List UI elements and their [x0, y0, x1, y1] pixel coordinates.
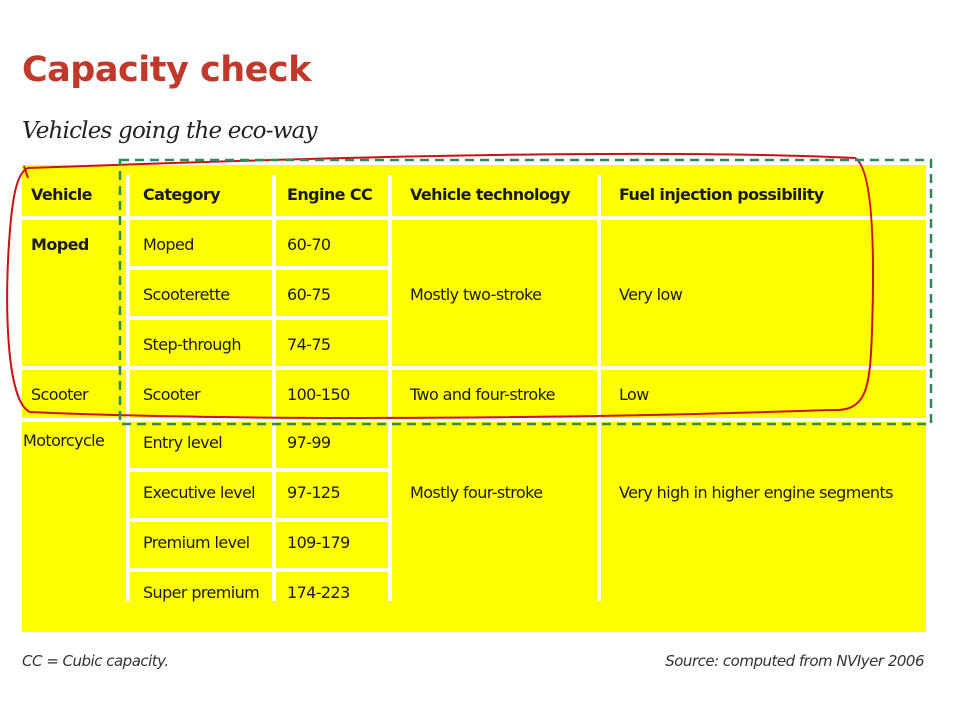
fuel-injection-cell: Very high in higher engine segments	[619, 483, 893, 502]
category-cell: Super premium	[143, 583, 260, 602]
row-separator	[130, 468, 388, 472]
vehicle-scooter: Scooter	[31, 385, 89, 404]
vehicle-motorcycle: Motorcycle	[23, 431, 105, 450]
engine-cc-cell: 174-223	[287, 583, 350, 602]
engine-cc-cell: 97-99	[287, 433, 331, 452]
fuel-injection-cell: Very low	[619, 285, 683, 304]
category-cell: Executive level	[143, 483, 256, 502]
category-cell: Step-through	[143, 335, 241, 354]
capacity-table: Vehicle Category Engine CC Vehicle techn…	[22, 165, 926, 632]
row-separator	[22, 216, 926, 220]
technology-cell: Two and four-stroke	[410, 385, 556, 404]
category-cell: Entry level	[143, 433, 223, 452]
category-cell: Moped	[143, 235, 194, 254]
footnote: CC = Cubic capacity.	[22, 652, 169, 670]
header-fuel-injection: Fuel injection possibility	[619, 185, 824, 204]
engine-cc-cell: 97-125	[287, 483, 341, 502]
header-engine-cc: Engine CC	[287, 185, 373, 204]
column-separator	[597, 175, 601, 601]
row-separator	[22, 366, 926, 370]
row-separator	[130, 518, 388, 522]
subtitle: Vehicles going the eco-way	[22, 118, 318, 144]
engine-cc-cell: 60-70	[287, 235, 331, 254]
row-separator	[130, 316, 388, 320]
category-cell: Scooterette	[143, 285, 230, 304]
header-category: Category	[143, 185, 221, 204]
category-cell: Scooter	[143, 385, 201, 404]
engine-cc-cell: 100-150	[287, 385, 350, 404]
page-title: Capacity check	[22, 50, 311, 90]
engine-cc-cell: 109-179	[287, 533, 350, 552]
column-separator	[272, 175, 276, 601]
row-separator	[130, 568, 388, 572]
technology-cell: Mostly two-stroke	[410, 285, 542, 304]
row-separator	[22, 418, 926, 422]
row-separator	[130, 266, 388, 270]
header-vehicle: Vehicle	[31, 185, 92, 204]
vehicle-moped: Moped	[31, 235, 89, 254]
source-note: Source: computed from NVIyer 2006	[665, 652, 924, 670]
column-separator	[126, 175, 130, 601]
column-separator	[388, 175, 392, 601]
fuel-injection-cell: Low	[619, 385, 649, 404]
engine-cc-cell: 74-75	[287, 335, 331, 354]
category-cell: Premium level	[143, 533, 250, 552]
engine-cc-cell: 60-75	[287, 285, 331, 304]
header-vehicle-technology: Vehicle technology	[410, 185, 571, 204]
technology-cell: Mostly four-stroke	[410, 483, 543, 502]
